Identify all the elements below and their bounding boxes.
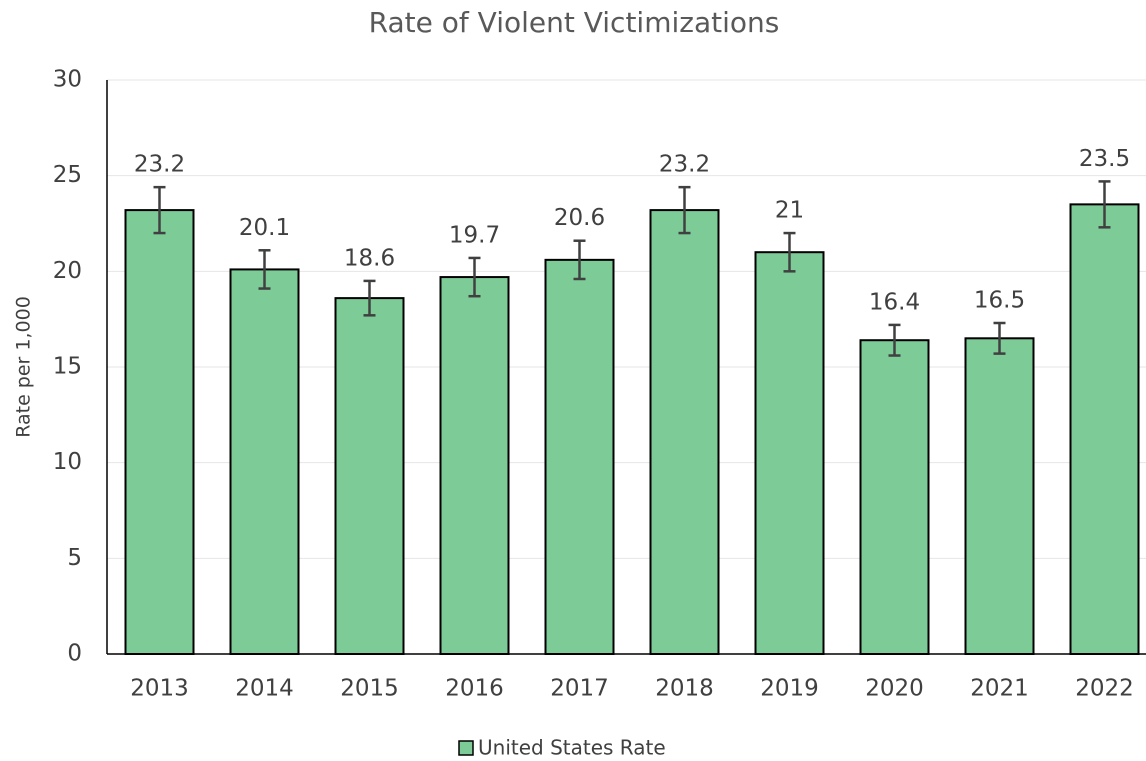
error-bar bbox=[1098, 180, 1111, 229]
x-tick-label: 2019 bbox=[760, 676, 819, 702]
bar bbox=[439, 276, 510, 655]
y-axis-title: Rate per 1,000 bbox=[13, 296, 35, 438]
error-bar bbox=[573, 239, 586, 281]
data-label: 21 bbox=[775, 198, 804, 224]
error-bar bbox=[153, 185, 166, 235]
error-bar bbox=[783, 231, 796, 273]
y-tick-label: 0 bbox=[67, 641, 82, 667]
x-tick-label: 2013 bbox=[130, 676, 189, 702]
data-label: 23.2 bbox=[659, 152, 710, 178]
x-tick-label: 2020 bbox=[865, 676, 924, 702]
legend-swatch bbox=[458, 740, 474, 756]
x-tick-label: 2022 bbox=[1075, 676, 1134, 702]
x-tick-label: 2018 bbox=[655, 676, 714, 702]
data-label: 23.2 bbox=[134, 152, 185, 178]
error-bar bbox=[468, 256, 481, 298]
y-tick-label: 10 bbox=[53, 449, 82, 475]
error-bar bbox=[363, 279, 376, 317]
data-label: 19.7 bbox=[449, 222, 500, 248]
data-label: 16.4 bbox=[869, 289, 920, 315]
bar bbox=[964, 337, 1035, 655]
data-label: 20.1 bbox=[239, 215, 290, 241]
y-tick-label: 15 bbox=[53, 354, 82, 380]
data-label: 23.5 bbox=[1079, 146, 1130, 172]
bar bbox=[124, 209, 195, 656]
x-tick-label: 2021 bbox=[970, 676, 1029, 702]
y-tick-label: 5 bbox=[67, 545, 82, 571]
x-tick-label: 2014 bbox=[235, 676, 294, 702]
bar bbox=[754, 251, 825, 655]
y-tick-label: 25 bbox=[53, 162, 82, 188]
bar bbox=[859, 339, 930, 655]
legend-label: United States Rate bbox=[478, 736, 666, 760]
bar bbox=[1069, 203, 1140, 655]
bar bbox=[544, 258, 615, 655]
bar bbox=[229, 268, 300, 655]
x-tick-label: 2015 bbox=[340, 676, 399, 702]
x-tick-label: 2016 bbox=[445, 676, 504, 702]
x-tick-label: 2017 bbox=[550, 676, 609, 702]
y-tick-label: 30 bbox=[53, 67, 82, 93]
error-bar bbox=[678, 185, 691, 235]
data-label: 20.6 bbox=[554, 205, 605, 231]
y-tick-label: 20 bbox=[53, 258, 82, 284]
chart-title: Rate of Violent Victimizations bbox=[369, 6, 780, 39]
error-bar bbox=[258, 249, 271, 290]
data-label: 18.6 bbox=[344, 245, 395, 271]
bar bbox=[649, 209, 720, 656]
error-bar bbox=[993, 321, 1006, 355]
bar bbox=[334, 297, 405, 655]
data-label: 16.5 bbox=[974, 287, 1025, 313]
error-bar bbox=[888, 323, 901, 357]
